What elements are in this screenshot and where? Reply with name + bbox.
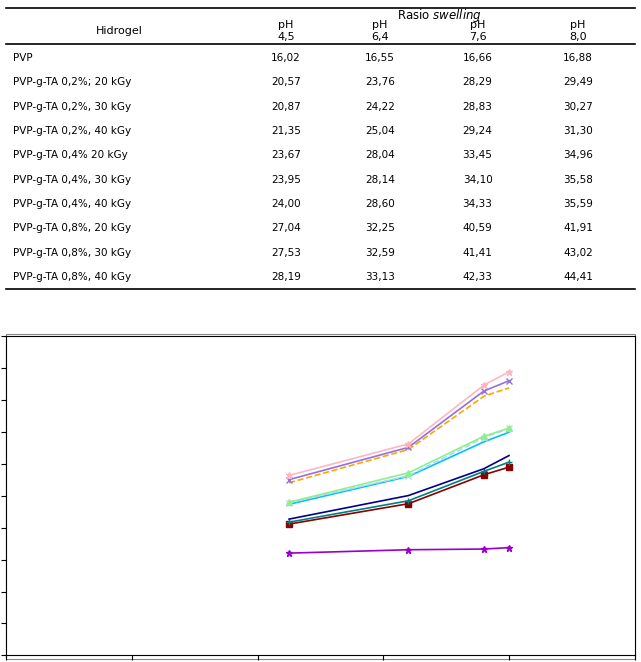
Text: 27,04: 27,04	[271, 223, 301, 234]
Text: 33,13: 33,13	[365, 272, 395, 282]
Text: 28,29: 28,29	[463, 77, 492, 87]
Text: 41,91: 41,91	[563, 223, 593, 234]
Text: PVP-g-TA 0,8%, 30 kGy: PVP-g-TA 0,8%, 30 kGy	[13, 248, 131, 258]
Text: 44,41: 44,41	[563, 272, 593, 282]
Text: 34,33: 34,33	[463, 199, 492, 209]
Text: 28,60: 28,60	[365, 199, 395, 209]
Text: 28,83: 28,83	[463, 101, 492, 111]
Text: Rasio $\it{swelling}$: Rasio $\it{swelling}$	[397, 7, 482, 24]
Text: 32,25: 32,25	[365, 223, 395, 234]
Text: PVP-g-TA 0,4%, 40 kGy: PVP-g-TA 0,4%, 40 kGy	[13, 199, 131, 209]
Text: 23,76: 23,76	[365, 77, 395, 87]
Text: 32,59: 32,59	[365, 248, 395, 258]
Text: 41,41: 41,41	[463, 248, 492, 258]
Text: PVP-g-TA 0,2%, 30 kGy: PVP-g-TA 0,2%, 30 kGy	[13, 101, 131, 111]
Text: 33,45: 33,45	[463, 150, 492, 160]
Text: 24,22: 24,22	[365, 101, 395, 111]
Text: 43,02: 43,02	[563, 248, 593, 258]
Text: PVP: PVP	[13, 53, 32, 63]
Text: PVP-g-TA 0,4% 20 kGy: PVP-g-TA 0,4% 20 kGy	[13, 150, 128, 160]
Text: 16,66: 16,66	[463, 53, 492, 63]
Text: 35,58: 35,58	[563, 175, 593, 185]
Text: 31,30: 31,30	[563, 126, 593, 136]
Text: pH
4,5: pH 4,5	[277, 21, 295, 42]
Text: 16,55: 16,55	[365, 53, 395, 63]
Text: 30,27: 30,27	[563, 101, 593, 111]
Text: 28,19: 28,19	[271, 272, 301, 282]
Text: PVP-g-TA 0,4%, 30 kGy: PVP-g-TA 0,4%, 30 kGy	[13, 175, 131, 185]
Text: 27,53: 27,53	[271, 248, 301, 258]
Text: pH
6,4: pH 6,4	[371, 21, 389, 42]
Text: 40,59: 40,59	[463, 223, 492, 234]
Text: PVP-g-TA 0,2%, 40 kGy: PVP-g-TA 0,2%, 40 kGy	[13, 126, 131, 136]
Text: 29,49: 29,49	[563, 77, 593, 87]
Text: 25,04: 25,04	[365, 126, 395, 136]
Text: 23,67: 23,67	[271, 150, 301, 160]
Text: 16,02: 16,02	[271, 53, 301, 63]
Text: 34,96: 34,96	[563, 150, 593, 160]
Text: 28,14: 28,14	[365, 175, 395, 185]
Text: pH
8,0: pH 8,0	[569, 21, 587, 42]
Text: 16,88: 16,88	[563, 53, 593, 63]
Text: Hidrogel: Hidrogel	[96, 26, 143, 36]
Text: 34,10: 34,10	[463, 175, 492, 185]
Text: 21,35: 21,35	[271, 126, 301, 136]
Text: 35,59: 35,59	[563, 199, 593, 209]
Text: 24,00: 24,00	[271, 199, 301, 209]
Text: 20,87: 20,87	[271, 101, 301, 111]
Text: 42,33: 42,33	[463, 272, 492, 282]
Text: PVP-g-TA 0,8%, 40 kGy: PVP-g-TA 0,8%, 40 kGy	[13, 272, 131, 282]
Text: 20,57: 20,57	[271, 77, 301, 87]
Text: 28,04: 28,04	[365, 150, 395, 160]
Text: PVP-g-TA 0,2%; 20 kGy: PVP-g-TA 0,2%; 20 kGy	[13, 77, 131, 87]
Text: pH
7,6: pH 7,6	[469, 21, 487, 42]
Text: 29,24: 29,24	[463, 126, 492, 136]
Text: 23,95: 23,95	[271, 175, 301, 185]
Text: PVP-g-TA 0,8%, 20 kGy: PVP-g-TA 0,8%, 20 kGy	[13, 223, 131, 234]
